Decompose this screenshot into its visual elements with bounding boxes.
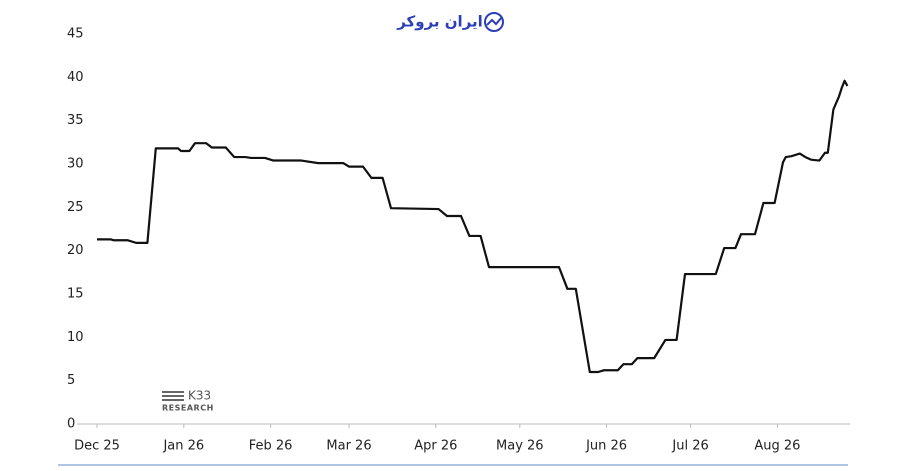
y-tick-label: 35 [67,113,84,128]
line [97,79,849,374]
y-tick-label: 40 [67,70,84,85]
y-tick-label: 25 [67,200,84,215]
y-tick-label: 0 [67,417,75,432]
watermark: ایران بروکر [396,13,483,31]
x-tick-label: Dec 25 [74,439,120,454]
y-tick-label: 10 [67,330,84,345]
watermark-icon [484,12,504,32]
x-tick-label: Jul 26 [671,439,708,454]
x-tick-label: Feb 26 [249,439,293,454]
x-tick-label: May 26 [496,439,544,454]
x-tick-label: Aug 26 [754,439,800,454]
logo-mark [162,391,184,401]
logo: K33 [188,389,211,403]
y-tick-label: 30 [67,157,84,172]
x-tick-label: Apr 26 [414,439,457,454]
y-tick-label: 20 [67,243,84,258]
y-tick-label: 45 [67,27,84,42]
x-tick-label: Mar 26 [326,439,371,454]
y-tick-label: 5 [67,373,75,388]
y-tick-label: 15 [67,287,84,302]
x-tick-label: Jun 26 [585,439,627,454]
logo-sub: RESEARCH [162,404,214,413]
x-tick-label: Jan 26 [162,439,204,454]
